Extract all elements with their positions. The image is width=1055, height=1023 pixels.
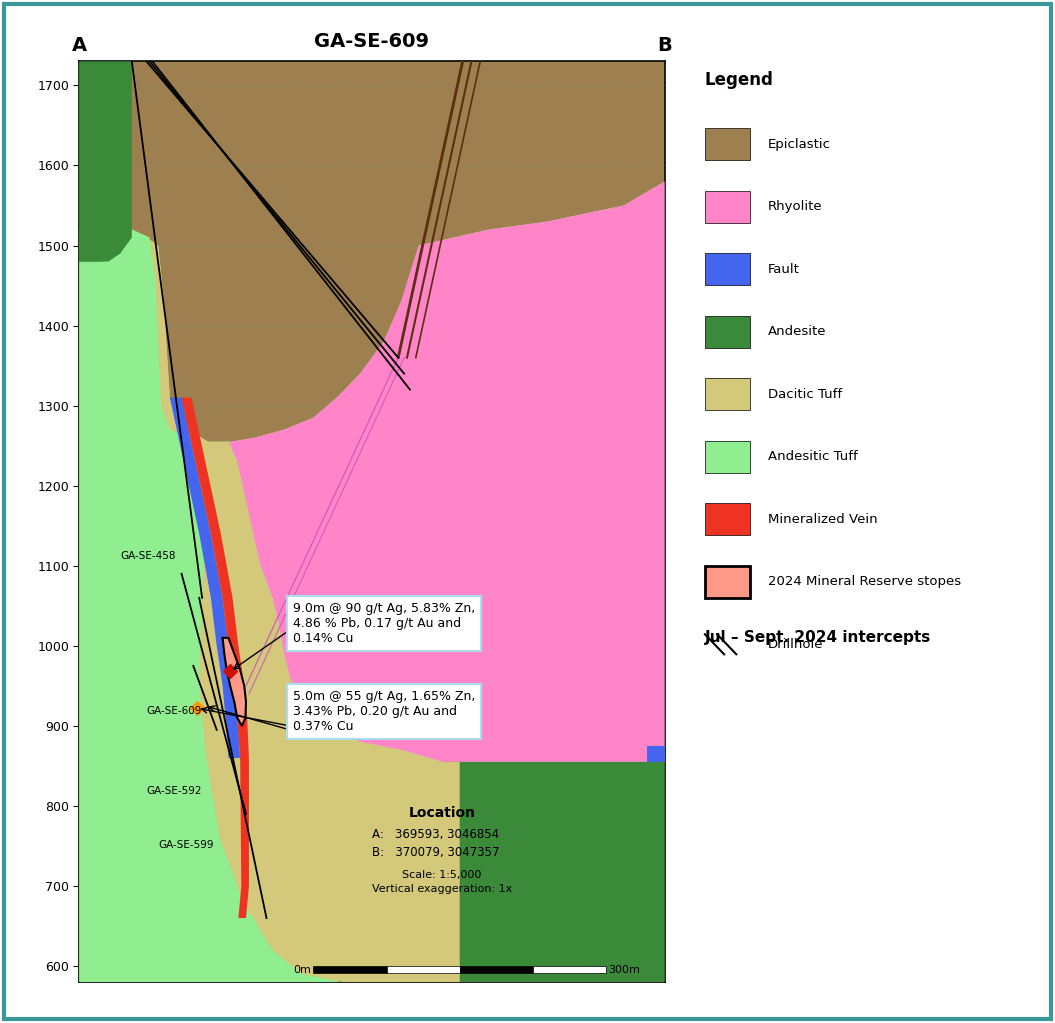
Text: Fault: Fault [768, 263, 800, 276]
Text: Epiclastic: Epiclastic [768, 138, 830, 150]
Text: A: A [72, 36, 87, 55]
Text: GA-SE-592: GA-SE-592 [147, 786, 202, 796]
Text: Scale: 1:5,000: Scale: 1:5,000 [402, 870, 482, 880]
Polygon shape [170, 398, 241, 758]
Text: Jul – Sept. 2024 intercepts: Jul – Sept. 2024 intercepts [705, 630, 932, 644]
Text: Drillhole: Drillhole [768, 637, 823, 651]
Bar [533, 966, 606, 973]
Bar [705, 503, 750, 535]
Bar [460, 966, 533, 973]
Text: A:   369593, 3046854: A: 369593, 3046854 [371, 829, 499, 841]
Polygon shape [79, 61, 665, 982]
Bar [705, 316, 750, 348]
Bar [705, 254, 750, 285]
Bar [705, 128, 750, 161]
Text: 300m: 300m [608, 965, 639, 975]
Bar [386, 966, 460, 973]
Text: 2024 Mineral Reserve stopes: 2024 Mineral Reserve stopes [768, 575, 961, 588]
Bar [705, 441, 750, 473]
Text: Mineralized Vein: Mineralized Vein [768, 513, 878, 526]
Text: Rhyolite: Rhyolite [768, 201, 822, 213]
Text: Vertical exaggeration: 1x: Vertical exaggeration: 1x [372, 885, 513, 894]
Polygon shape [79, 229, 343, 982]
Text: 9.0m @ 90 g/t Ag, 5.83% Zn,
4.86 % Pb, 0.17 g/t Au and
0.14% Cu: 9.0m @ 90 g/t Ag, 5.83% Zn, 4.86 % Pb, 0… [293, 602, 475, 644]
Polygon shape [223, 637, 246, 726]
Text: 5.0m @ 55 g/t Ag, 1.65% Zn,
3.43% Pb, 0.20 g/t Au and
0.37% Cu: 5.0m @ 55 g/t Ag, 1.65% Zn, 3.43% Pb, 0.… [293, 690, 475, 732]
Text: Andesite: Andesite [768, 325, 826, 339]
Text: B: B [657, 36, 672, 55]
Polygon shape [79, 61, 132, 262]
Text: Legend: Legend [705, 72, 773, 89]
Polygon shape [181, 398, 249, 918]
Polygon shape [279, 762, 665, 982]
Bar [705, 379, 750, 410]
Polygon shape [79, 61, 132, 262]
Text: B:   370079, 3047357: B: 370079, 3047357 [371, 846, 499, 859]
Text: 0m: 0m [293, 965, 311, 975]
Text: GA-SE-609: GA-SE-609 [147, 706, 202, 716]
Polygon shape [647, 746, 665, 762]
Text: Andesitic Tuff: Andesitic Tuff [768, 450, 858, 463]
Polygon shape [79, 61, 665, 442]
Bar [313, 966, 386, 973]
Polygon shape [132, 229, 460, 982]
Text: GA-SE-458: GA-SE-458 [120, 551, 175, 562]
Title: GA-SE-609: GA-SE-609 [314, 33, 429, 51]
Polygon shape [176, 181, 665, 762]
Text: Dacitic Tuff: Dacitic Tuff [768, 388, 842, 401]
Text: Location: Location [408, 806, 476, 820]
Text: GA-SE-599: GA-SE-599 [158, 840, 214, 849]
Bar [705, 566, 750, 597]
Bar [705, 191, 750, 223]
